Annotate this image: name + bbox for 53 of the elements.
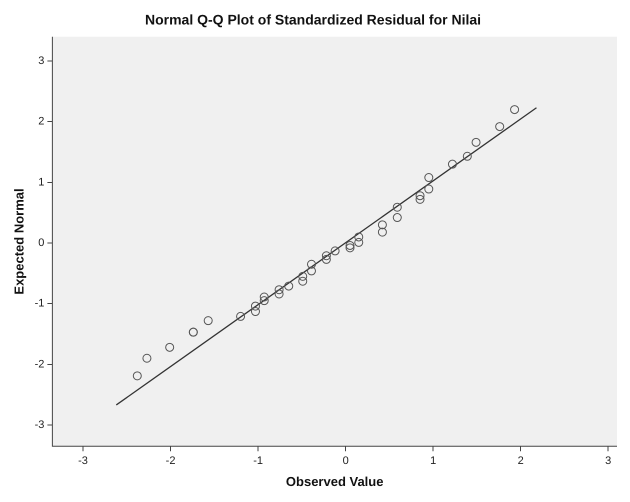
y-tick-label: -2 [34, 358, 44, 370]
point [330, 246, 340, 256]
y-tick-label: 2 [38, 116, 44, 128]
point [298, 276, 308, 286]
point [346, 243, 355, 252]
point [472, 138, 481, 147]
point [250, 307, 260, 316]
point [510, 105, 520, 114]
point [495, 122, 504, 132]
point [354, 232, 364, 242]
point [392, 202, 402, 212]
x-tick-label: 0 [342, 454, 349, 467]
point [416, 191, 425, 200]
point [274, 285, 284, 294]
point [284, 282, 294, 291]
point [424, 184, 434, 194]
point [462, 152, 472, 161]
chart-title: Normal Q-Q Plot of Standardized Residual for Nilai [144, 11, 482, 28]
point [236, 312, 246, 321]
point [322, 251, 331, 260]
point [165, 342, 174, 352]
x-tick-label: -3 [78, 454, 88, 467]
point [322, 254, 331, 264]
point [306, 266, 316, 276]
y-tick-label: -1 [34, 298, 44, 310]
point [260, 296, 269, 306]
point [306, 260, 316, 269]
point [260, 292, 269, 302]
point [378, 220, 387, 230]
point [392, 213, 402, 222]
point [142, 354, 152, 363]
point [416, 194, 425, 204]
x-axis-title: Observed Value [286, 474, 384, 489]
point [346, 240, 355, 250]
point [378, 228, 387, 237]
x-tick-label: 2 [518, 454, 524, 467]
point [354, 238, 364, 247]
x-tick-label: 1 [430, 454, 436, 467]
point [448, 160, 457, 169]
point [204, 316, 213, 326]
y-axis-title: Expected Normal [11, 188, 26, 295]
point [274, 289, 284, 298]
point [250, 302, 260, 311]
x-tick-label: 3 [605, 454, 612, 467]
x-tick-label: -1 [253, 454, 263, 467]
y-tick-label: 1 [38, 176, 44, 188]
y-tick-label: -3 [34, 419, 44, 432]
point [132, 371, 142, 380]
y-tick-label: 3 [38, 55, 44, 68]
point [424, 173, 434, 182]
y-tick-label: 0 [38, 237, 44, 250]
point [298, 272, 308, 281]
x-tick-label: -2 [166, 454, 176, 467]
